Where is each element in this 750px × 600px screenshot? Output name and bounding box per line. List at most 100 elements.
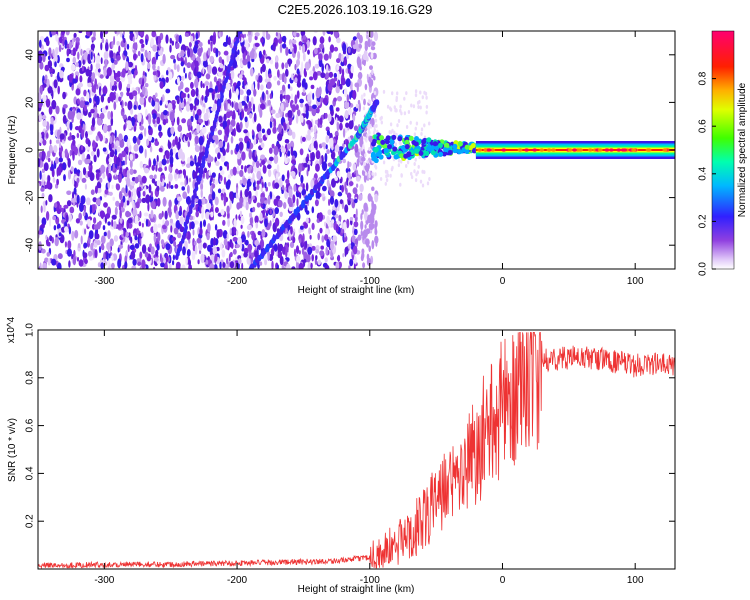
heatmap-cell	[109, 50, 114, 59]
heatmap-cell	[239, 169, 244, 177]
heatmap-cell	[77, 51, 80, 60]
heatmap-cell	[280, 89, 284, 95]
heatmap-cell	[201, 206, 205, 216]
heatmap-cell	[55, 105, 60, 115]
heatmap-cell	[567, 148, 573, 152]
heatmap-cell	[344, 100, 350, 109]
heatmap-cell	[342, 128, 346, 138]
heatmap-cell	[146, 138, 150, 146]
heatmap-cell	[105, 213, 111, 219]
heatmap-cell	[444, 142, 450, 148]
heatmap-cell	[188, 239, 191, 244]
heatmap-cell	[355, 103, 359, 109]
heatmap-cell	[384, 169, 388, 174]
heatmap-cell	[331, 219, 335, 224]
heatmap-cell	[41, 114, 47, 120]
heatmap-cell	[280, 102, 284, 113]
heatmap-cell	[363, 202, 368, 212]
heatmap-cell	[196, 64, 199, 73]
heatmap-cell	[314, 47, 318, 55]
heatmap-cell	[97, 262, 101, 268]
heatmap-cell	[88, 97, 92, 104]
heatmap-cell	[122, 114, 127, 120]
heatmap-cell	[254, 35, 258, 41]
heatmap-cell	[285, 68, 289, 77]
heatmap-cell	[106, 252, 109, 261]
heatmap-cell	[223, 238, 228, 246]
heatmap-cell	[240, 234, 246, 243]
heatmap-cell	[240, 70, 244, 76]
heatmap-cell	[173, 240, 177, 247]
heatmap-cell	[287, 143, 291, 150]
heatmap-cell	[260, 196, 265, 204]
heatmap-cell	[133, 232, 137, 237]
heatmap-cell	[291, 104, 296, 113]
heatmap-cell	[121, 229, 124, 235]
heatmap-cell	[127, 212, 132, 217]
heatmap-cell	[42, 53, 46, 63]
heatmap-cell	[275, 32, 278, 37]
heatmap-cell	[347, 108, 352, 116]
heatmap-cell	[217, 129, 223, 136]
heatmap-cell	[179, 216, 184, 225]
heatmap-cell	[78, 259, 84, 267]
heatmap-cell	[333, 31, 339, 38]
heatmap-cell	[267, 169, 272, 178]
heatmap-cell	[274, 61, 279, 70]
heatmap-cell	[121, 68, 126, 78]
heatmap-cell	[253, 138, 257, 146]
heatmap-cell	[206, 232, 210, 241]
heatmap-cell	[414, 148, 419, 154]
heatmap-cell	[268, 156, 274, 162]
heatmap-cell	[49, 217, 52, 227]
heatmap-cell	[70, 63, 76, 72]
heatmap-cell	[174, 184, 179, 189]
heatmap-cell	[322, 185, 327, 192]
heatmap-cell	[85, 31, 90, 37]
heatmap-cell	[76, 177, 80, 184]
heatmap-cell	[247, 243, 253, 252]
heatmap-cell	[358, 148, 362, 153]
heatmap-cell	[49, 139, 52, 145]
heatmap-cell	[183, 67, 186, 74]
heatmap-cell	[184, 56, 187, 66]
heatmap-cell	[48, 47, 52, 57]
heatmap-cell	[236, 202, 241, 210]
heatmap-cell	[194, 113, 199, 121]
heatmap-cell	[55, 49, 58, 58]
heatmap-cell	[156, 243, 160, 251]
heatmap-cell	[221, 249, 226, 258]
heatmap-cell	[53, 225, 57, 231]
heatmap-cell	[307, 160, 311, 165]
heatmap-cell	[38, 151, 43, 159]
heatmap-cell	[234, 102, 239, 112]
heatmap-cell	[262, 49, 266, 56]
heatmap-cell	[299, 45, 302, 51]
heatmap-cell	[229, 199, 232, 210]
heatmap-cell	[438, 151, 444, 157]
heatmap-cell	[477, 148, 483, 152]
heatmap-cell	[374, 225, 377, 235]
heatmap-cell	[490, 148, 496, 152]
heatmap-cell	[319, 36, 325, 44]
heatmap-cell	[226, 205, 230, 214]
heatmap-cell	[339, 83, 343, 90]
heatmap-cell	[279, 92, 283, 102]
heatmap-cell	[42, 139, 47, 146]
heatmap-cell	[208, 111, 211, 119]
heatmap-cell	[150, 200, 156, 210]
heatmap-cell	[396, 123, 399, 128]
heatmap-cell	[363, 98, 366, 106]
heatmap-cell	[232, 236, 238, 242]
heatmap-cell	[212, 134, 217, 141]
heatmap-cell	[165, 243, 171, 251]
heatmap-cell	[397, 119, 401, 123]
heatmap-cell	[213, 237, 216, 246]
heatmap-cell	[51, 258, 57, 266]
heatmap-cell	[315, 249, 320, 254]
heatmap-cell	[195, 210, 199, 218]
heatmap-cell	[160, 175, 163, 183]
heatmap-cell	[352, 245, 358, 255]
heatmap-cell	[373, 31, 379, 42]
heatmap-cell	[137, 87, 141, 95]
